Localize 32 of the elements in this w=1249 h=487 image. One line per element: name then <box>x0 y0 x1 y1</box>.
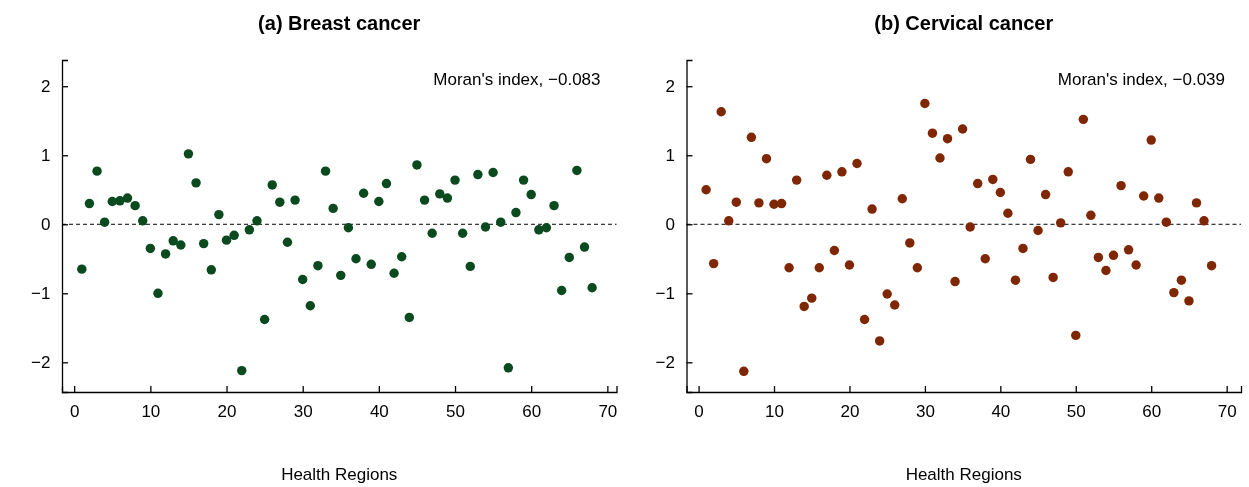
annotation: Moran's index, −0.039 <box>1057 70 1225 89</box>
y-tick-label: −1 <box>31 284 51 304</box>
x-tick-label: 50 <box>1066 402 1086 422</box>
y-tick-label: 0 <box>665 215 675 235</box>
y-tick-label: 0 <box>41 215 51 235</box>
x-tick-label: 60 <box>522 402 542 422</box>
x-tick-label: 20 <box>217 402 237 422</box>
chart-title: (b) Cervical cancer <box>874 12 1054 34</box>
x-tick-label: 30 <box>293 402 313 422</box>
x-tick-label: 10 <box>765 402 784 422</box>
x-tick-label: 10 <box>141 402 161 422</box>
chart-title: (a) Breast cancer <box>258 12 421 34</box>
y-tick-label: 1 <box>665 146 675 166</box>
x-tick-label: 20 <box>840 402 860 422</box>
y-tick-label: −2 <box>31 353 51 373</box>
y-tick-label: −2 <box>655 353 675 373</box>
y-tick-label: 1 <box>41 146 51 166</box>
x-tick-label: 50 <box>446 402 465 422</box>
x-tick-label: 70 <box>1217 402 1237 422</box>
x-tick-label: 0 <box>69 402 80 422</box>
x-axis-title: Health Regions <box>905 465 1022 484</box>
x-tick-label: 70 <box>598 402 618 422</box>
x-tick-label: 30 <box>915 402 935 422</box>
x-tick-label: 40 <box>369 402 389 422</box>
y-tick-label: 2 <box>665 77 675 97</box>
annotation: Moran's index, −0.083 <box>433 70 601 89</box>
y-tick-label: −1 <box>655 284 675 304</box>
x-axis-title: Health Regions <box>281 465 398 484</box>
x-tick-label: 40 <box>991 402 1011 422</box>
x-tick-label: 60 <box>1142 402 1162 422</box>
x-tick-label: 0 <box>694 402 704 422</box>
y-tick-label: 2 <box>41 77 51 97</box>
